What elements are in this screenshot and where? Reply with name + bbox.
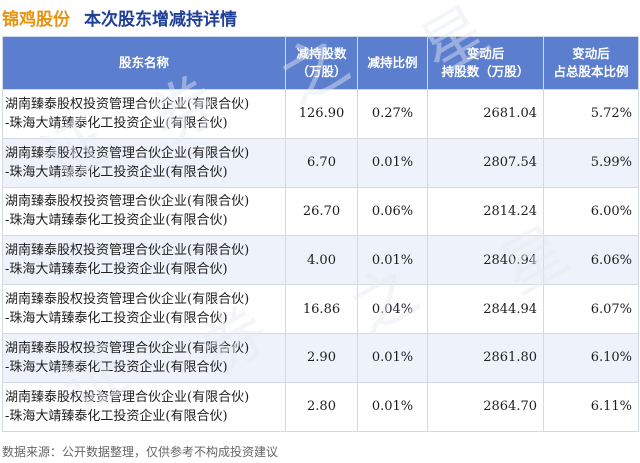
reduced-ratio-cell: 0.06%: [357, 186, 428, 237]
reduced-shares-cell: 26.70: [285, 186, 358, 237]
table-row: 湖南臻泰股权投资管理合伙企业(有限合伙) -珠海大靖臻泰化工投资企业(有限合伙) 2…: [2, 381, 639, 432]
reduced-ratio-cell: 0.04%: [357, 284, 428, 334]
ratio-after-cell: 6.07%: [543, 284, 639, 334]
table-row: 湖南臻泰股权投资管理合伙企业(有限合伙) -珠海大靖臻泰化工投资企业(有限合伙) 1…: [2, 284, 639, 334]
shares-after-cell: 2840.94: [427, 235, 544, 286]
ratio-after-cell: 6.00%: [543, 186, 639, 237]
reduced-shares-cell: 6.70: [285, 137, 358, 188]
header-reduced-ratio: 减持比例: [357, 36, 428, 90]
shareholder-name-cell: 湖南臻泰股权投资管理合伙企业(有限合伙) -珠海大靖臻泰化工投资企业(有限合伙): [2, 186, 286, 237]
shares-after-cell: 2681.04: [427, 89, 544, 139]
ratio-after-cell: 5.99%: [543, 137, 639, 188]
header-shareholder-name: 股东名称: [2, 36, 286, 90]
ratio-after-cell: 6.10%: [543, 332, 639, 383]
page-subtitle: 本次股东增减持详情: [84, 9, 237, 30]
reduced-ratio-cell: 0.01%: [357, 235, 428, 286]
holding-change-table: 股东名称 减持股数 （万股） 减持比例 变动后 持股数（万股） 变动后 占总股本比例 …: [2, 36, 639, 432]
shareholder-name-cell: 湖南臻泰股权投资管理合伙企业(有限合伙) -珠海大靖臻泰化工投资企业(有限合伙): [2, 284, 286, 334]
reduced-shares-cell: 2.80: [285, 381, 358, 432]
reduced-ratio-cell: 0.01%: [357, 137, 428, 188]
title-bar: 锦鸡股份 本次股东增减持详情: [0, 0, 640, 34]
stock-name: 锦鸡股份: [2, 9, 70, 30]
header-reduced-shares: 减持股数 （万股）: [285, 36, 358, 90]
reduced-ratio-cell: 0.01%: [357, 381, 428, 432]
table-row: 湖南臻泰股权投资管理合伙企业(有限合伙) -珠海大靖臻泰化工投资企业(有限合伙) 4…: [2, 235, 639, 286]
table-row: 湖南臻泰股权投资管理合伙企业(有限合伙) -珠海大靖臻泰化工投资企业(有限合伙) 6…: [2, 137, 639, 188]
reduced-ratio-cell: 0.01%: [357, 332, 428, 383]
table-row: 湖南臻泰股权投资管理合伙企业(有限合伙) -珠海大靖臻泰化工投资企业(有限合伙) 2…: [2, 332, 639, 383]
reduced-shares-cell: 4.00: [285, 235, 358, 286]
shareholder-name-cell: 湖南臻泰股权投资管理合伙企业(有限合伙) -珠海大靖臻泰化工投资企业(有限合伙): [2, 381, 286, 432]
shares-after-cell: 2864.70: [427, 381, 544, 432]
table-row: 湖南臻泰股权投资管理合伙企业(有限合伙) -珠海大靖臻泰化工投资企业(有限合伙) 1…: [2, 89, 639, 139]
reduced-ratio-cell: 0.27%: [357, 89, 428, 139]
reduced-shares-cell: 126.90: [285, 89, 358, 139]
shares-after-cell: 2861.80: [427, 332, 544, 383]
ratio-after-cell: 5.72%: [543, 89, 639, 139]
shares-after-cell: 2807.54: [427, 137, 544, 188]
header-ratio-after: 变动后 占总股本比例: [543, 36, 639, 90]
ratio-after-cell: 6.06%: [543, 235, 639, 286]
shareholder-name-cell: 湖南臻泰股权投资管理合伙企业(有限合伙) -珠海大靖臻泰化工投资企业(有限合伙): [2, 137, 286, 188]
header-shares-after: 变动后 持股数（万股）: [427, 36, 544, 90]
table-row: 湖南臻泰股权投资管理合伙企业(有限合伙) -珠海大靖臻泰化工投资企业(有限合伙) 2…: [2, 186, 639, 237]
shares-after-cell: 2844.94: [427, 284, 544, 334]
table-header-row: 股东名称 减持股数 （万股） 减持比例 变动后 持股数（万股） 变动后 占总股本比例: [2, 36, 639, 90]
shares-after-cell: 2814.24: [427, 186, 544, 237]
ratio-after-cell: 6.11%: [543, 381, 639, 432]
shareholder-name-cell: 湖南臻泰股权投资管理合伙企业(有限合伙) -珠海大靖臻泰化工投资企业(有限合伙): [2, 89, 286, 139]
shareholder-name-cell: 湖南臻泰股权投资管理合伙企业(有限合伙) -珠海大靖臻泰化工投资企业(有限合伙): [2, 332, 286, 383]
reduced-shares-cell: 2.90: [285, 332, 358, 383]
reduced-shares-cell: 16.86: [285, 284, 358, 334]
shareholder-name-cell: 湖南臻泰股权投资管理合伙企业(有限合伙) -珠海大靖臻泰化工投资企业(有限合伙): [2, 235, 286, 286]
data-source-note: 数据来源：公开数据整理，仅供参考不构成投资建议: [2, 445, 279, 459]
